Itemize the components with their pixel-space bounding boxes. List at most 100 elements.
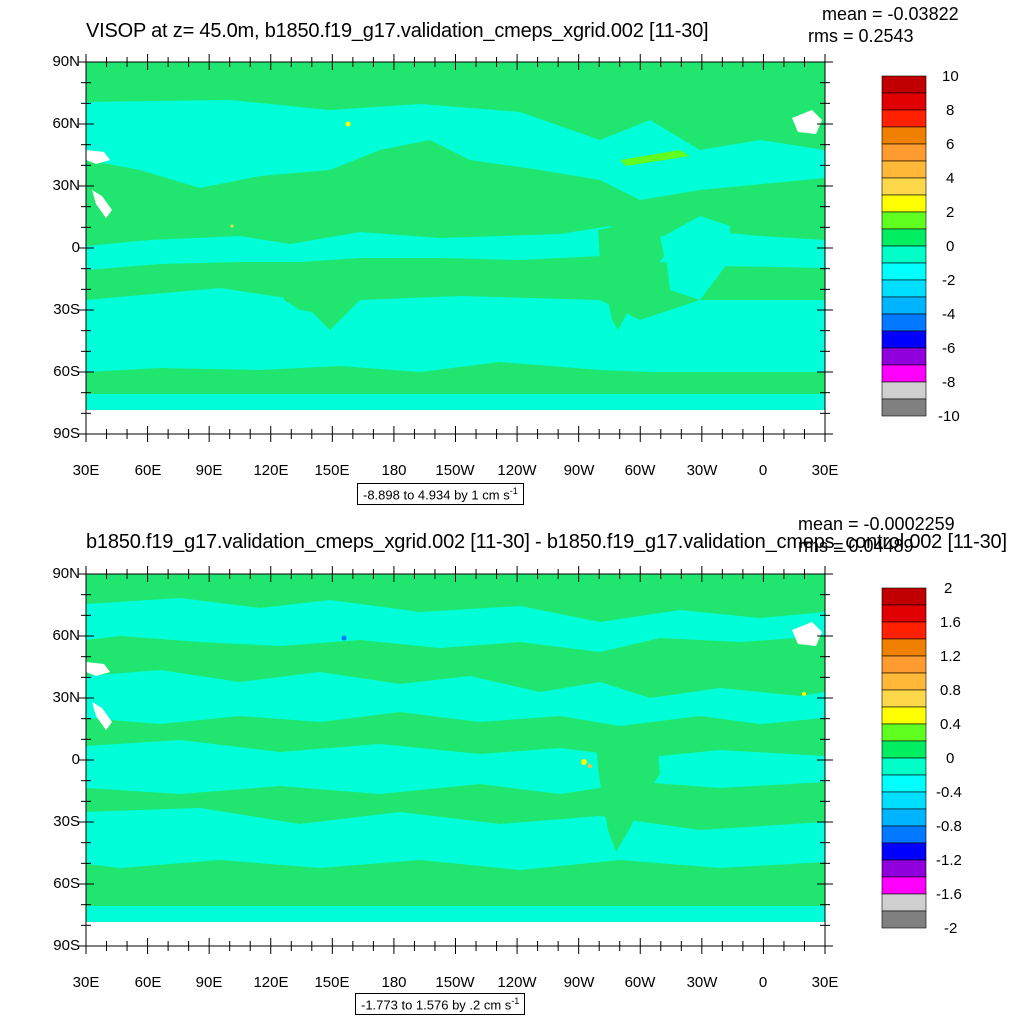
x-tick-label: 30E xyxy=(72,974,100,991)
missing-patch-west xyxy=(92,702,112,730)
colorbar-label: -8 xyxy=(942,374,956,391)
x-tick-label: 30E xyxy=(811,462,839,479)
anomaly-dot-yellow xyxy=(345,121,351,127)
y-tick-label: 30S xyxy=(53,301,80,318)
contour-range-box: -1.773 to 1.576 by .2 cm s-1 xyxy=(355,993,526,1016)
x-tick-label: 150W xyxy=(435,462,475,479)
colorbar-label: 2 xyxy=(944,580,953,597)
bottom-panel: b1850.f19_g17.validation_cmeps_xgrid.002… xyxy=(0,512,1024,1024)
colorbar-label: 0.8 xyxy=(940,682,961,699)
y-tick-label: 60N xyxy=(52,627,80,644)
range-unit-exponent: -1 xyxy=(509,486,518,496)
southern-land-band xyxy=(86,372,825,394)
rms-stat: rms = 0.2543 xyxy=(808,26,914,46)
x-tick-label: 60W xyxy=(624,974,656,991)
colorbar-swatch xyxy=(881,279,927,298)
anomaly-dot-yellow xyxy=(581,759,587,765)
colorbar xyxy=(881,75,927,417)
colorbar-swatch xyxy=(881,774,927,793)
colorbar-swatch xyxy=(881,75,927,94)
atlantic-cyan xyxy=(664,216,730,300)
x-tick-label: 120W xyxy=(497,462,537,479)
x-tick-label: 90E xyxy=(195,462,223,479)
x-tick-label: 120E xyxy=(253,462,289,479)
y-tick-label: 30S xyxy=(53,813,80,830)
colorbar-swatch xyxy=(881,262,927,281)
plot-title: b1850.f19_g17.validation_cmeps_xgrid.002… xyxy=(86,531,1007,553)
colorbar-swatch xyxy=(881,638,927,657)
colorbar-label: 8 xyxy=(946,102,955,119)
colorbar-label: -1.2 xyxy=(936,852,962,869)
y-tick-label: 60N xyxy=(52,115,80,132)
colorbar-swatch xyxy=(881,126,927,145)
mean-stat: mean = -0.0002259 xyxy=(798,514,955,534)
colorbar-swatch xyxy=(881,791,927,810)
colorbar-swatch xyxy=(881,92,927,111)
y-tick-label: 0 xyxy=(71,239,80,256)
x-tick-label: 150E xyxy=(314,462,350,479)
colorbar-swatch xyxy=(881,296,927,315)
y-tick-label: 60S xyxy=(53,875,80,892)
x-tick-label: 90W xyxy=(563,462,595,479)
colorbar-swatch xyxy=(881,109,927,128)
plot-title: VISOP at z= 45.0m, b1850.f19_g17.validat… xyxy=(86,20,709,42)
x-tick-label: 30E xyxy=(72,462,100,479)
colorbar-swatch xyxy=(881,893,927,912)
colorbar-swatch xyxy=(881,621,927,640)
colorbar-label: 4 xyxy=(946,170,955,187)
colorbar-label: -6 xyxy=(942,340,956,357)
colorbar-swatch xyxy=(881,228,927,247)
colorbar-swatch xyxy=(881,859,927,878)
colorbar-swatch xyxy=(881,245,927,264)
map-plot xyxy=(78,566,927,954)
colorbar-swatch xyxy=(881,706,927,725)
colorbar-swatch xyxy=(881,808,927,827)
map-field xyxy=(86,62,825,434)
x-tick-label: 90W xyxy=(563,974,595,991)
top-panel: VISOP at z= 45.0m, b1850.f19_g17.validat… xyxy=(52,4,960,506)
colorbar-swatch xyxy=(881,211,927,230)
anomaly-streak xyxy=(620,150,690,166)
x-tick-label: 150W xyxy=(435,974,475,991)
x-tick-label: 60E xyxy=(134,462,162,479)
range-unit-exponent: -1 xyxy=(511,996,520,1006)
colorbar-label: 2 xyxy=(946,204,955,221)
southern-ocean-strip xyxy=(86,906,825,922)
south-america-land xyxy=(598,222,664,330)
range-text: -8.898 to 4.934 by 1 cm s xyxy=(363,487,510,503)
x-tick-label: 120W xyxy=(497,974,537,991)
colorbar-swatch xyxy=(881,313,927,332)
colorbar-label: 1.6 xyxy=(940,614,961,631)
colorbar-swatch xyxy=(881,160,927,179)
colorbar-swatch xyxy=(881,347,927,366)
rms-stat: rms = 0.04489 xyxy=(798,536,914,556)
missing-patch-caspian xyxy=(86,150,110,164)
x-tick-label: 60E xyxy=(134,974,162,991)
colorbar-label: 1.2 xyxy=(940,648,961,665)
missing-patch-caspian xyxy=(86,662,110,676)
colorbar-label: 0 xyxy=(946,750,955,767)
mean-stat: mean = -0.03822 xyxy=(822,4,959,24)
x-tick-marks xyxy=(85,54,826,442)
y-tick-label: 30N xyxy=(52,689,80,706)
colorbar-swatch xyxy=(881,194,927,213)
colorbar-label: -10 xyxy=(938,408,960,425)
colorbar-label: -2 xyxy=(944,920,958,937)
colorbar-swatch xyxy=(881,381,927,400)
anomaly-dot-blue xyxy=(341,635,347,641)
missing-patch-west xyxy=(92,190,112,218)
y-tick-label: 90N xyxy=(52,53,80,70)
colorbar-label: 0 xyxy=(946,238,955,255)
ocean-band-north xyxy=(86,100,825,200)
colorbar-swatch xyxy=(881,364,927,383)
colorbar-swatch xyxy=(881,604,927,623)
x-tick-label: 30E xyxy=(811,974,839,991)
southern-land-band xyxy=(86,884,825,906)
colorbar-swatch xyxy=(881,398,927,417)
colorbar-swatch xyxy=(881,689,927,708)
colorbar-swatch xyxy=(881,587,927,606)
colorbar-swatch xyxy=(881,143,927,162)
contour-range-box: -8.898 to 4.934 by 1 cm s-1 xyxy=(357,483,524,506)
y-tick-label: 60S xyxy=(53,363,80,380)
colorbar-swatch xyxy=(881,672,927,691)
